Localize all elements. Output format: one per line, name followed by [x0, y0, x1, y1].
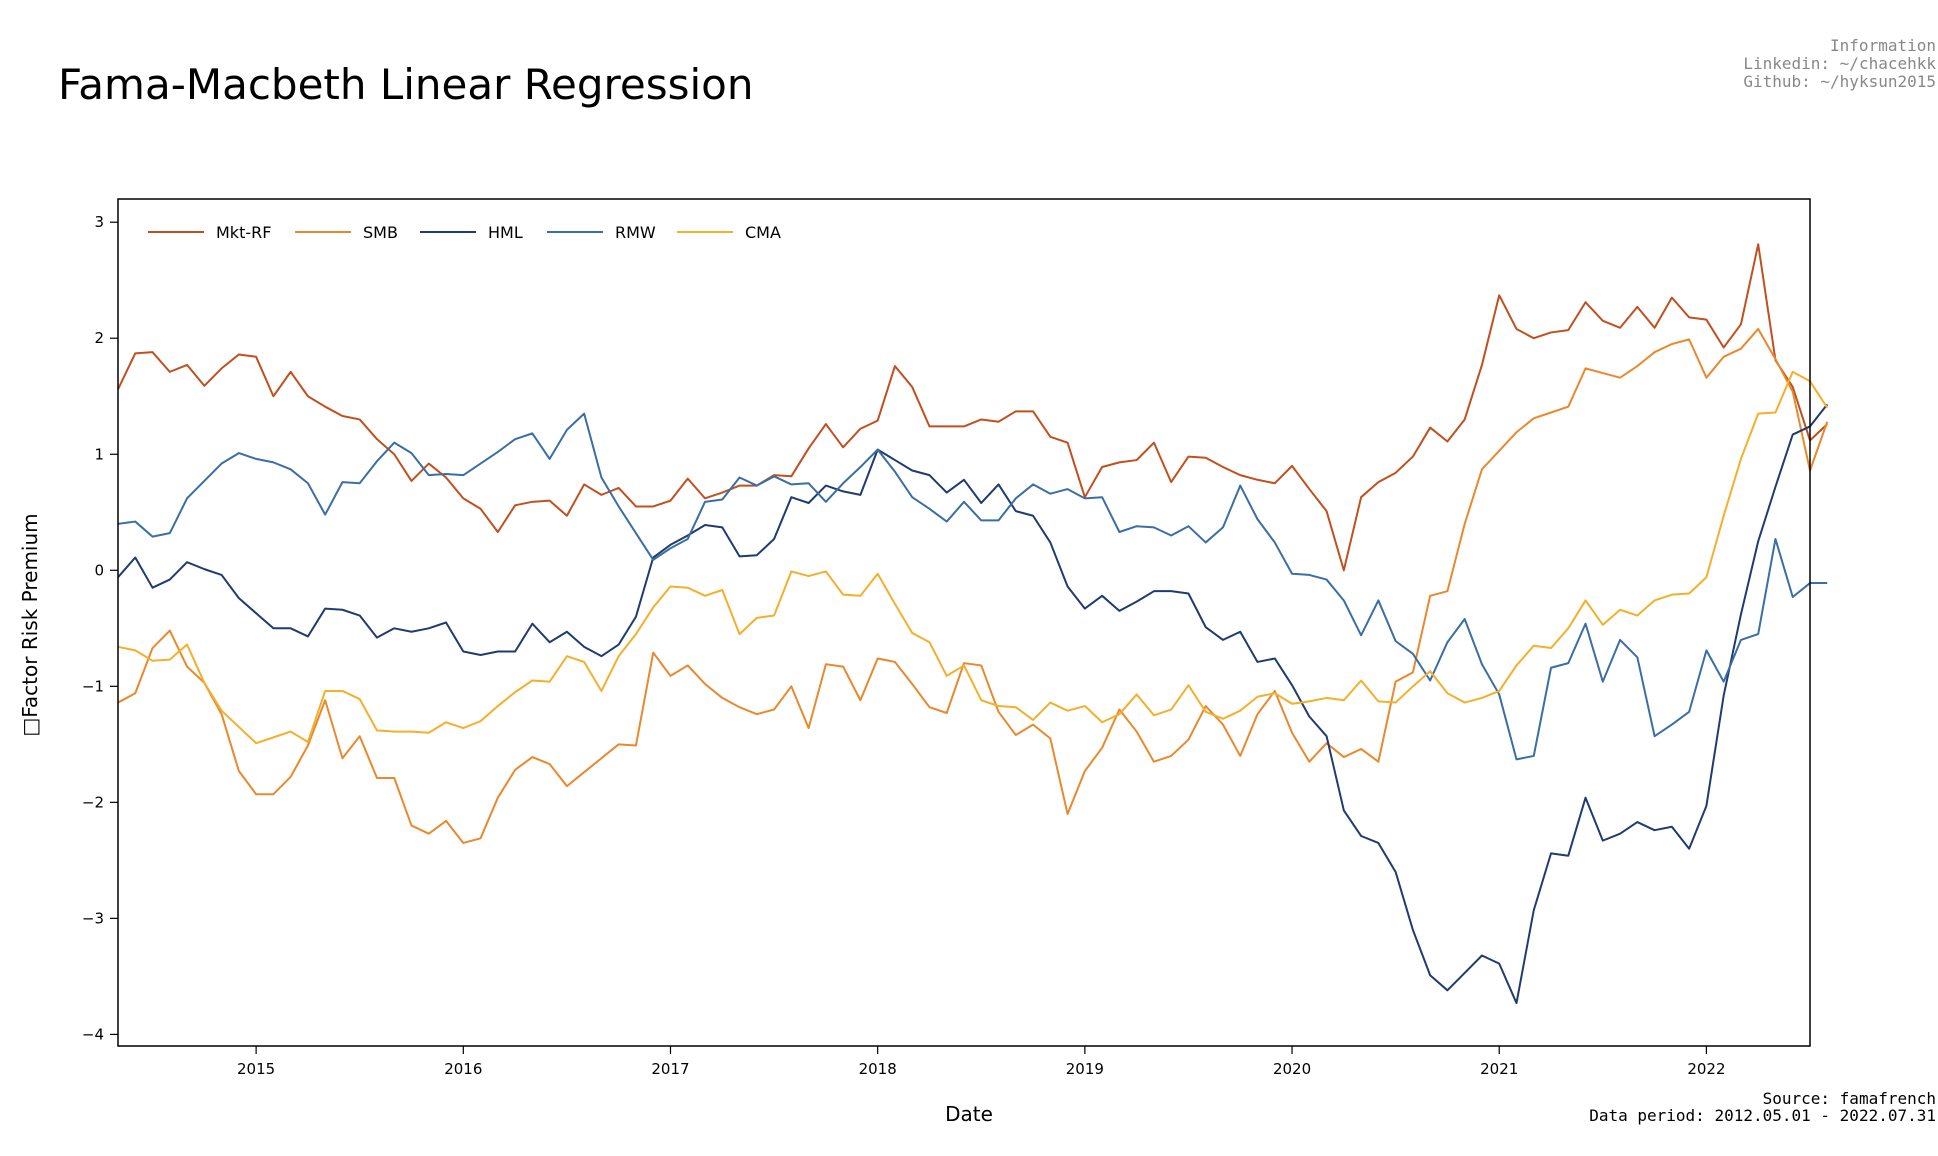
series-line-mkt-rf: [117, 243, 1828, 572]
x-tick-label: 2021: [1480, 1060, 1518, 1078]
x-axis: 2015 2016 2017 2018 2019 2020 2021 2022: [237, 1046, 1726, 1078]
info-github: Github: ~/hyksun2015: [1743, 72, 1936, 91]
legend-item: CMA: [677, 223, 781, 242]
legend-label: HML: [488, 223, 523, 242]
series-line-cma: [117, 370, 1829, 745]
legend-label: SMB: [363, 223, 398, 242]
y-tick-label: −3: [82, 909, 104, 927]
y-tick-label: 3: [94, 213, 104, 231]
x-tick: 2016: [444, 1046, 482, 1078]
y-tick: −4: [82, 1025, 118, 1043]
legend-item: RMW: [547, 223, 656, 242]
info-linkedin: Linkedin: ~/chacehkk: [1743, 54, 1936, 73]
data-period-note: Data period: 2012.05.01 - 2022.07.31: [1589, 1106, 1936, 1125]
plot-frame: [117, 198, 1811, 1047]
legend: Mkt-RF SMB HML RMW CMA: [148, 223, 781, 242]
x-tick: 2019: [1066, 1046, 1104, 1078]
y-tick: 1: [94, 445, 118, 463]
series-layer: [117, 243, 1829, 1005]
x-tick-label: 2015: [237, 1060, 275, 1078]
chart-title: Fama-Macbeth Linear Regression: [58, 60, 754, 109]
legend-label: CMA: [745, 223, 781, 242]
x-tick: 2017: [651, 1046, 690, 1078]
x-tick-label: 2018: [859, 1060, 897, 1078]
y-tick: 0: [94, 561, 118, 579]
x-tick: 2021: [1480, 1046, 1518, 1078]
series-line-rmw: [117, 412, 1828, 761]
source-note: Source: famafrench: [1762, 1089, 1936, 1108]
x-tick-label: 2019: [1066, 1060, 1104, 1078]
series-line-smb: [117, 327, 1829, 844]
x-tick-label: 2020: [1273, 1060, 1311, 1078]
y-tick-label: −1: [82, 677, 104, 695]
info-heading: Information: [1830, 36, 1936, 55]
series-line-hml: [117, 403, 1829, 1005]
y-tick: −2: [82, 793, 118, 811]
legend-label: RMW: [615, 223, 656, 242]
y-tick-label: 0: [94, 561, 104, 579]
x-tick: 2018: [859, 1046, 897, 1078]
x-tick-label: 2016: [444, 1060, 482, 1078]
legend-item: HML: [420, 223, 523, 242]
y-tick-label: −2: [82, 793, 104, 811]
info-block: Information Linkedin: ~/chacehkk Github:…: [1338, 37, 1938, 91]
y-tick: −1: [82, 677, 118, 695]
x-tick-label: 2017: [651, 1060, 689, 1078]
y-tick: 2: [94, 329, 118, 347]
y-axis-label: □Factor Risk Premium: [18, 513, 42, 737]
x-tick: 2020: [1273, 1046, 1311, 1078]
legend-item: Mkt-RF: [148, 223, 271, 242]
y-tick-label: 2: [94, 329, 104, 347]
legend-label: Mkt-RF: [216, 223, 271, 242]
x-tick: 2015: [237, 1046, 275, 1078]
legend-item: SMB: [295, 223, 398, 242]
y-tick-label: 1: [94, 445, 104, 463]
y-axis: 3 2 1 0 −1 −2 −3 −4: [82, 213, 118, 1043]
x-tick: 2022: [1687, 1046, 1726, 1078]
y-tick: −3: [82, 909, 118, 927]
y-tick-label: −4: [82, 1025, 104, 1043]
footer: Source: famafrench Data period: 2012.05.…: [1238, 1090, 1938, 1124]
x-tick-label: 2022: [1687, 1060, 1725, 1078]
x-axis-label: Date: [945, 1102, 993, 1126]
y-tick: 3: [94, 213, 118, 231]
